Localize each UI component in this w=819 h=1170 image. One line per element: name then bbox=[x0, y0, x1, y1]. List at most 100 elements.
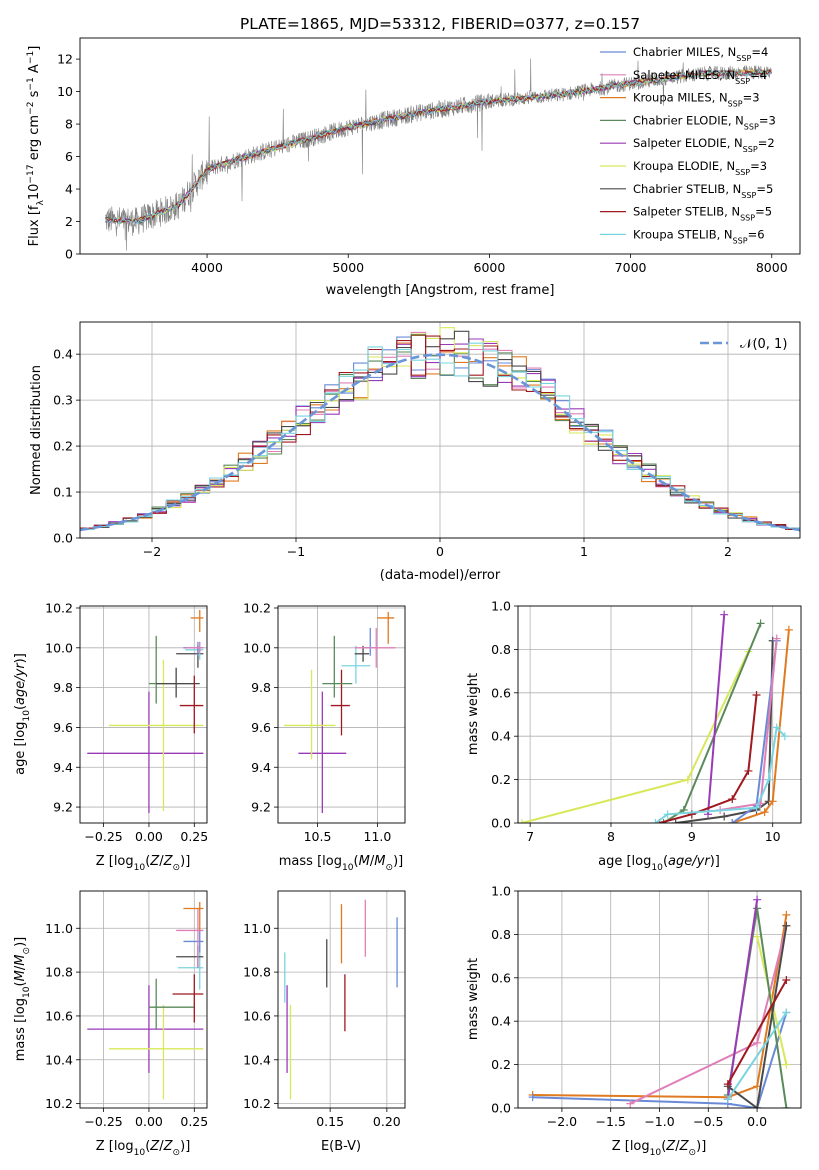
series-marker bbox=[753, 1038, 762, 1047]
y-tick-label: 11.0 bbox=[45, 921, 73, 936]
series-marker bbox=[683, 775, 692, 784]
mass_vs_ebv-errorbars bbox=[284, 899, 398, 1100]
x-axis-label: (data-model)/error bbox=[380, 568, 501, 583]
x-tick-label: −0.25 bbox=[84, 829, 122, 844]
series-marker bbox=[752, 803, 761, 812]
x-tick-label: −2.0 bbox=[547, 1114, 577, 1129]
series-marker bbox=[626, 1099, 635, 1108]
y-tick-label: 1.0 bbox=[491, 599, 511, 614]
legend-label: Chabrier STELIB, NSSP=5 bbox=[633, 182, 773, 200]
x-tick-label: 1 bbox=[580, 544, 588, 559]
y-tick-label: 10.0 bbox=[45, 640, 73, 655]
y-tick-label: 10.4 bbox=[45, 1052, 73, 1067]
x-axis-label: E(B-V) bbox=[321, 1139, 361, 1154]
y-tick-label: 6 bbox=[65, 149, 73, 164]
y-tick-label: 0.4 bbox=[491, 729, 511, 744]
y-tick-label: 0.0 bbox=[53, 531, 73, 546]
x-tick-label: 0.00 bbox=[135, 829, 163, 844]
series-marker bbox=[723, 1080, 732, 1089]
series-marker bbox=[720, 610, 729, 619]
legend-label: Chabrier MILES, NSSP=4 bbox=[633, 45, 768, 63]
series-marker bbox=[782, 975, 791, 984]
y-tick-label: 1.0 bbox=[491, 884, 511, 899]
y-tick-label: 4 bbox=[65, 182, 73, 197]
age_vs_Z-errorbars bbox=[87, 609, 204, 814]
y-tick-label: 10 bbox=[57, 84, 73, 99]
y-tick-label: 9.8 bbox=[53, 680, 73, 695]
legend: Chabrier MILES, NSSP=4 Salpeter MILES, NS… bbox=[600, 45, 776, 245]
y-tick-label: 10.8 bbox=[243, 965, 271, 980]
y-tick-label: 11.0 bbox=[243, 921, 271, 936]
series-marker bbox=[782, 1104, 791, 1108]
y-axis-label: mass weight bbox=[466, 958, 481, 1040]
x-tick-label: 7 bbox=[526, 829, 534, 844]
series-line bbox=[654, 725, 786, 823]
legend-label: Chabrier ELODIE, NSSP=3 bbox=[633, 113, 776, 130]
x-axis-label: Z [log10(Z/Z⊙)] bbox=[96, 1139, 191, 1158]
mass_vs_ebv-frame bbox=[277, 890, 406, 1109]
legend-label: 𝒩(0, 1) bbox=[740, 337, 787, 352]
series-marker bbox=[764, 775, 773, 784]
spectrum-frame bbox=[79, 37, 801, 255]
series-marker bbox=[768, 797, 777, 806]
x-tick-label: 0.15 bbox=[316, 1114, 344, 1129]
series-marker bbox=[772, 634, 781, 643]
x-tick-label: 5000 bbox=[332, 260, 364, 275]
series-line bbox=[726, 979, 788, 1085]
x-tick-label: −1 bbox=[287, 544, 305, 559]
y-tick-label: 0.6 bbox=[491, 685, 511, 700]
data-spectrum-line bbox=[105, 58, 773, 251]
normal-curve bbox=[80, 353, 800, 532]
x-tick-label: 10.5 bbox=[304, 829, 332, 844]
mass_weight_vs_Z-frame bbox=[517, 890, 802, 1109]
series-marker bbox=[671, 819, 680, 823]
spectrum-lines bbox=[104, 58, 773, 251]
series-marker bbox=[772, 723, 781, 732]
mass_weight_vs_Z-lines bbox=[528, 895, 791, 1108]
y-tick-label: 0.4 bbox=[491, 1014, 511, 1029]
y-tick-label: 0.1 bbox=[53, 485, 73, 500]
histogram-lines bbox=[80, 327, 800, 533]
series-marker bbox=[782, 921, 791, 930]
y-tick-label: 0.2 bbox=[491, 772, 511, 787]
y-tick-label: 9.2 bbox=[251, 800, 271, 815]
series-line bbox=[727, 925, 788, 1108]
mass_weight_vs_age-lines bbox=[518, 610, 793, 823]
x-tick-label: 8000 bbox=[756, 260, 788, 275]
series-marker bbox=[659, 819, 668, 823]
y-tick-label: 10.2 bbox=[45, 1096, 73, 1111]
series-marker bbox=[723, 1095, 732, 1104]
series-marker bbox=[782, 1060, 791, 1069]
mass_vs_Z-axes: −0.25 0.00 0.25 10.2 10.4 10.6 10.8 11.0 Z [log1… bbox=[13, 890, 208, 1158]
y-tick-label: 9.6 bbox=[53, 720, 73, 735]
x-tick-label: 2 bbox=[724, 544, 732, 559]
series-marker bbox=[756, 619, 765, 628]
series-marker bbox=[518, 819, 527, 823]
series-line bbox=[707, 614, 726, 815]
y-axis-label: Flux [fλ10−17 erg cm−2 s−1 A−1] bbox=[26, 46, 46, 247]
y-axis-label: mass weight bbox=[466, 673, 481, 755]
y-tick-label: 9.4 bbox=[53, 760, 73, 775]
series-line bbox=[726, 899, 759, 1100]
x-tick-label: 4000 bbox=[191, 260, 223, 275]
series-marker bbox=[753, 932, 762, 941]
y-tick-label: 0.2 bbox=[491, 1057, 511, 1072]
x-tick-label: 7000 bbox=[615, 260, 647, 275]
series-marker bbox=[760, 808, 769, 817]
x-axis-label: age [log10(age/yr)] bbox=[598, 854, 720, 873]
age_vs_mass-errorbars bbox=[283, 611, 396, 814]
legend-label: Salpeter ELODIE, NSSP=2 bbox=[633, 136, 775, 154]
series-marker bbox=[744, 766, 753, 775]
spectrum-axes: 4000 5000 6000 7000 8000 0 2 4 6 8 10 12 wavelength … bbox=[26, 37, 801, 298]
series-marker bbox=[720, 812, 729, 821]
figure-title: PLATE=1865, MJD=53312, FIBERID=0377, z=0… bbox=[240, 15, 640, 33]
series-marker bbox=[728, 819, 737, 823]
y-tick-label: 0.0 bbox=[491, 1101, 511, 1116]
series-line bbox=[756, 936, 788, 1065]
series-marker bbox=[780, 732, 789, 741]
y-tick-label: 12 bbox=[57, 52, 73, 67]
series-marker bbox=[784, 625, 793, 634]
y-tick-label: 10.6 bbox=[243, 1008, 271, 1023]
y-tick-label: 0.0 bbox=[491, 816, 511, 831]
